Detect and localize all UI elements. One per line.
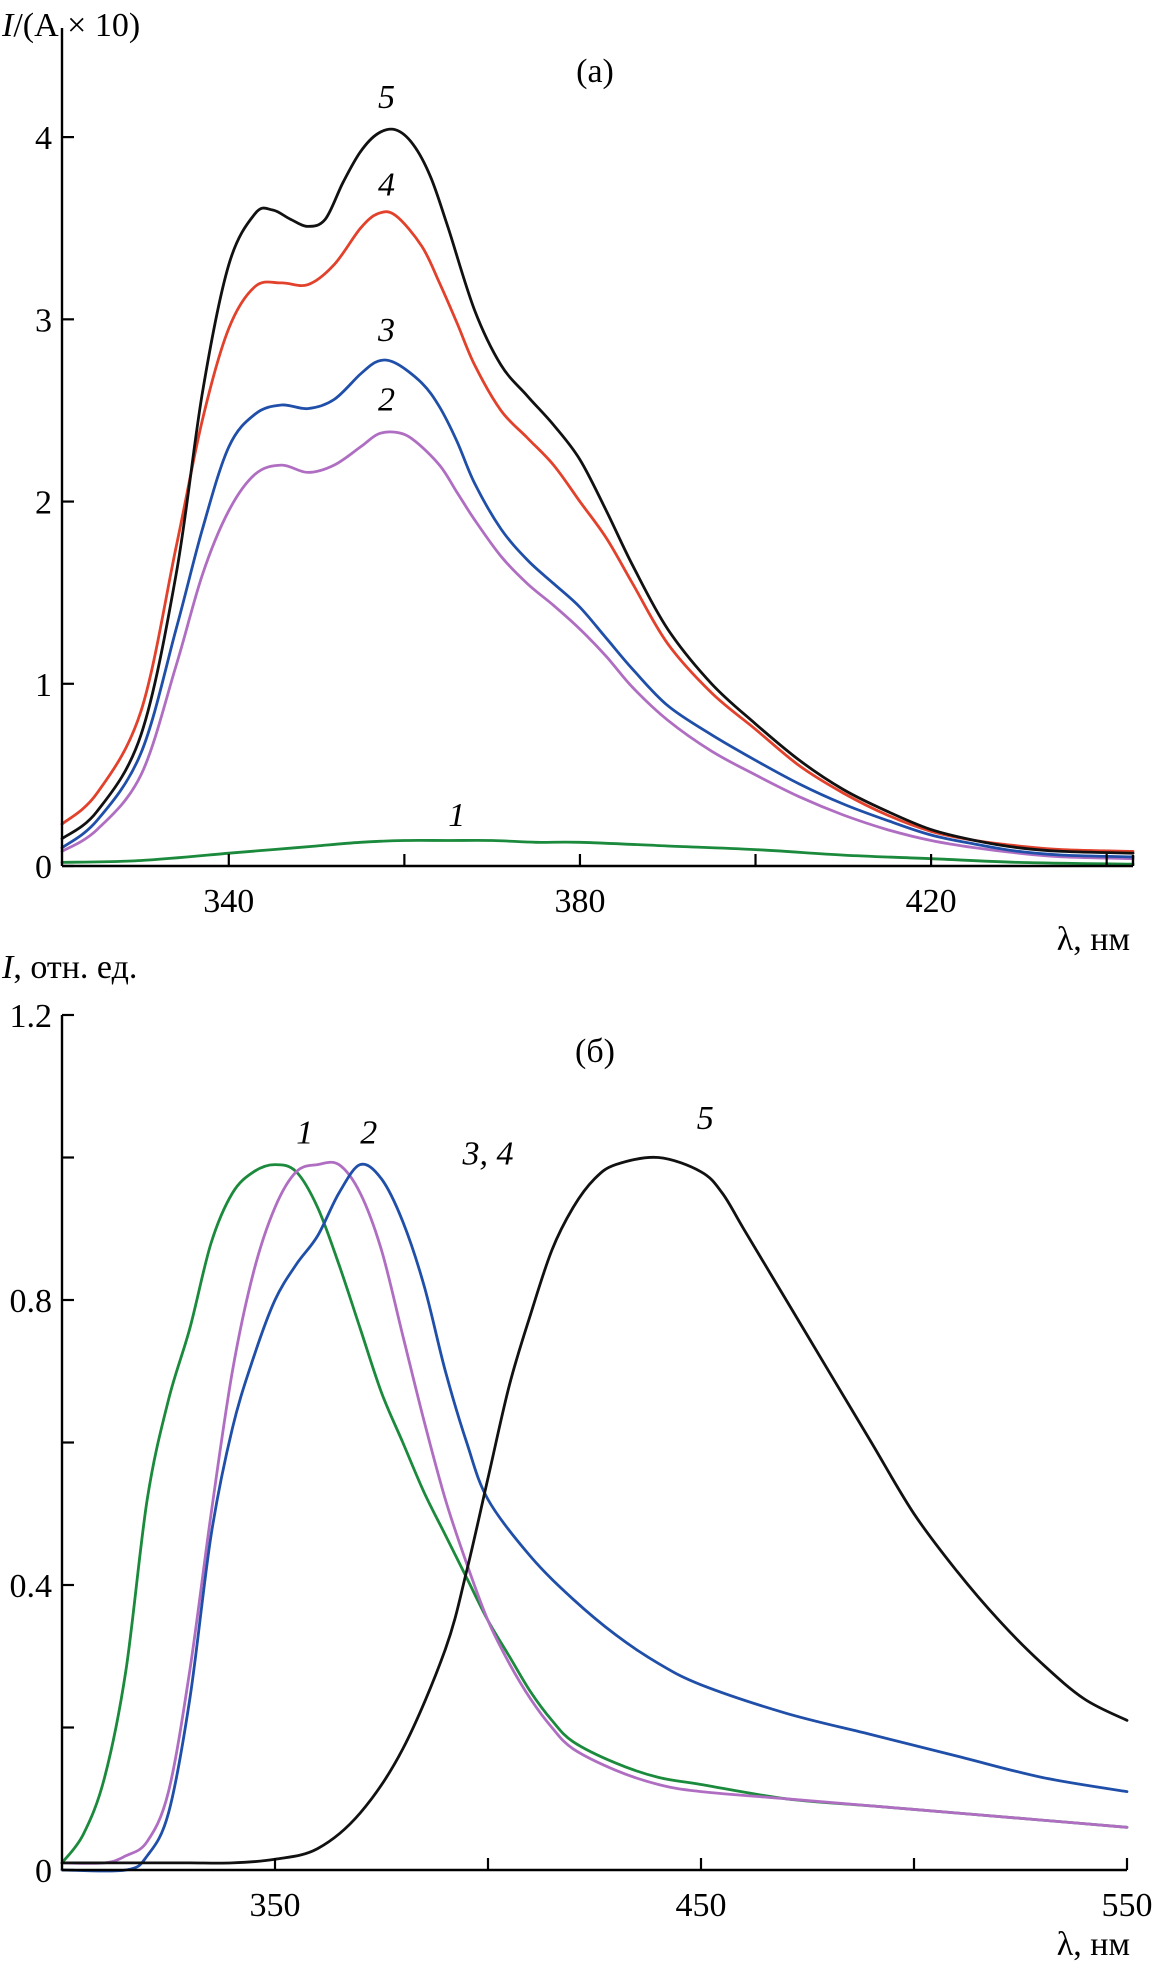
panel-b-label: (б) [575,1033,615,1070]
panel-b-series-group [60,1155,1129,1873]
y-tick-label: 0.8 [10,1283,53,1320]
x-tick-label: 450 [676,1887,727,1924]
series-line-2 [60,1160,1129,1865]
series-line-1 [60,1163,1129,1865]
panel-a-tick-labels: 340 380 420 0 1 2 3 4 [35,120,957,920]
y-tick-label: 1 [35,667,52,704]
series-line-1 [60,838,1135,866]
panel-a-label: (а) [576,53,614,90]
y-tick-label: 0 [35,849,52,886]
x-tick-label: 380 [554,883,605,920]
panel-b-y-axis-symbol: I [1,949,15,986]
x-tick-label: 550 [1102,1887,1153,1924]
y-tick-label: 1.2 [10,998,53,1035]
series-line-4 [60,210,1135,853]
panel-b-x-axis-title: λ, нм [1057,1926,1130,1963]
panel-b-curve-labels: 1 2 3, 4 5 [296,1100,713,1173]
curve-label: 2 [360,1114,377,1151]
series-line-3 [60,358,1135,859]
panel-b-ticks [62,1013,1129,1872]
x-tick-label: 340 [203,883,254,920]
curve-label: 2 [378,381,395,418]
curve-label: 1 [448,797,465,834]
curve-label: 4 [378,166,395,203]
series-line-2 [60,430,1135,861]
panel-a-y-axis-title: I/(А × 10) [1,7,140,44]
x-tick-label: 420 [906,883,957,920]
y-tick-label: 0 [35,1853,52,1890]
series-line-5 [60,127,1135,855]
y-tick-label: 4 [35,120,52,157]
panel-a-curve-labels: 1 2 3 4 5 [377,79,465,834]
curve-label: 3 [377,312,395,349]
y-tick-label: 2 [35,485,52,522]
y-tick-label: 3 [35,302,52,339]
curve-label: 1 [296,1114,313,1151]
panel-b-tick-labels: 350 450 550 0 0.4 0.8 1.2 [10,998,1153,1924]
panel-a-ticks [62,136,1108,868]
x-tick-label: 350 [250,1887,301,1924]
series-line-3-4 [60,1162,1129,1873]
panel-a-y-axis-unit: /(А × 10) [13,7,140,44]
panel-b-y-axis-title: I, отн. ед. [1,949,137,986]
curve-label: 5 [697,1100,714,1137]
curve-label: 3, 4 [461,1136,513,1173]
curve-label: 5 [378,79,395,116]
panel-a-y-axis-symbol: I [1,7,15,44]
panel-a-x-axis-title: λ, нм [1057,921,1130,958]
panel-b-y-axis-unit: , отн. ед. [13,949,137,986]
series-line-5 [60,1155,1129,1865]
panel-b-chart: 350 450 550 0 0.4 0.8 1.2 I, отн. ед. λ, нм (б… [1,949,1153,1963]
panel-a-series-group [60,127,1135,866]
y-tick-label: 0.4 [10,1568,53,1605]
